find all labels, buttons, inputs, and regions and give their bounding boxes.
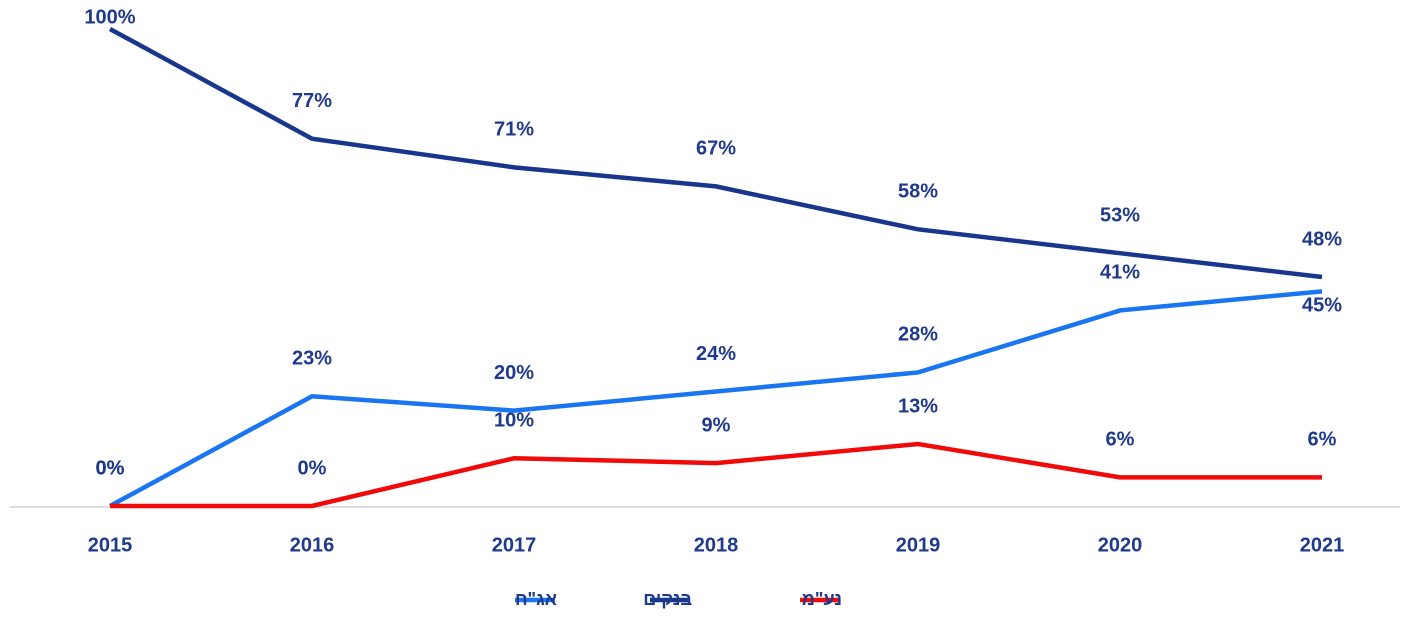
x-tick-label: 2021 xyxy=(1300,534,1345,556)
data-label: 41% xyxy=(1100,262,1140,284)
series-line xyxy=(108,27,1323,280)
data-label: 67% xyxy=(696,138,736,160)
x-tick-label: 2018 xyxy=(694,534,739,556)
data-label: 77% xyxy=(292,90,332,112)
legend-label: אג"ח xyxy=(515,589,557,609)
data-label: 20% xyxy=(494,362,534,384)
data-label: 9% xyxy=(702,414,731,436)
data-label: 71% xyxy=(494,119,534,141)
x-tick-label: 2016 xyxy=(290,534,335,556)
legend-label: נע"מ xyxy=(802,589,842,609)
data-label: 48% xyxy=(1302,228,1342,250)
data-label: 45% xyxy=(1302,295,1342,317)
data-label: 28% xyxy=(898,324,938,346)
data-label: 0% xyxy=(298,457,327,479)
data-label: 58% xyxy=(898,181,938,203)
x-tick-label: 2017 xyxy=(492,534,537,556)
data-label: 0% xyxy=(96,457,125,479)
data-label: 13% xyxy=(898,395,938,417)
data-label: 24% xyxy=(696,343,736,365)
data-label: 100% xyxy=(84,6,135,28)
series-line xyxy=(108,289,1323,508)
x-tick-label: 2015 xyxy=(88,534,133,556)
data-label: 10% xyxy=(494,410,534,432)
data-label: 23% xyxy=(292,348,332,370)
x-tick-label: 2019 xyxy=(896,534,941,556)
data-label: 6% xyxy=(1106,429,1135,451)
data-label: 6% xyxy=(1308,429,1337,451)
series-line xyxy=(110,441,1322,509)
x-tick-label: 2020 xyxy=(1098,534,1143,556)
data-label: 53% xyxy=(1100,204,1140,226)
legend-label: בנקים xyxy=(643,589,692,609)
data-label: 0% xyxy=(96,457,125,479)
